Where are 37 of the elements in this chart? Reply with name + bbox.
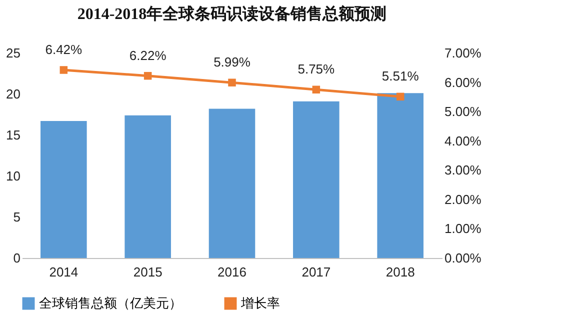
point — [228, 78, 236, 86]
bar — [124, 115, 171, 258]
x-tick-label: 2017 — [302, 264, 331, 280]
legend-label: 全球销售总额（亿美元） — [39, 296, 182, 311]
x-tick-label: 2015 — [133, 264, 162, 280]
y2-tick-label: 3.00% — [444, 162, 482, 178]
bar — [40, 121, 87, 258]
point — [60, 66, 68, 74]
point — [396, 92, 404, 101]
data-label: 5.51% — [382, 68, 420, 84]
y2-tick-label: 6.00% — [444, 74, 482, 90]
point — [312, 86, 320, 94]
y-tick-label: 25 — [6, 46, 20, 60]
chart-title: 2014-2018年全球条码识读设备销售总额预测 — [77, 4, 387, 23]
y2-tick-label: 1.00% — [444, 221, 482, 236]
point — [144, 72, 152, 80]
data-label: 5.75% — [298, 62, 336, 77]
y-tick-label: 15 — [6, 128, 20, 142]
y-tick-label: 20 — [6, 86, 20, 102]
data-label: 5.99% — [214, 54, 251, 70]
y2-tick-label: 7.00% — [444, 46, 482, 60]
bar — [208, 108, 256, 258]
data-label: 6.42% — [45, 42, 83, 57]
y2-tick-label: 4.00% — [444, 133, 482, 148]
y2-tick-label: 5.00% — [444, 104, 482, 120]
x-tick-label: 2018 — [386, 264, 415, 280]
x-tick-label: 2014 — [49, 264, 78, 280]
data-label: 6.22% — [129, 48, 167, 63]
legend-label: 增长率 — [240, 296, 280, 311]
y-tick-label: 0 — [13, 250, 20, 266]
bar — [377, 93, 424, 258]
y2-tick-label: 0.00% — [444, 250, 482, 266]
y2-tick-label: 2.00% — [444, 192, 482, 207]
bar — [293, 101, 340, 258]
y-tick-label: 5 — [13, 210, 20, 224]
x-tick-label: 2016 — [218, 264, 246, 280]
y-tick-label: 10 — [6, 168, 20, 184]
